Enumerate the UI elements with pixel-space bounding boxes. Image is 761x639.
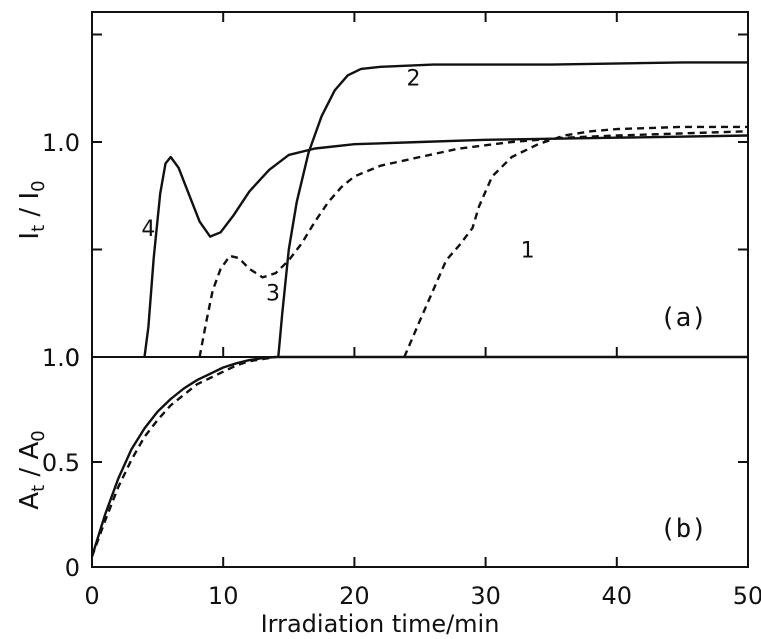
curve-label-4: 4 bbox=[141, 217, 155, 242]
panel-label-b: (b) bbox=[660, 514, 707, 544]
curve-label-3: 3 bbox=[266, 282, 280, 307]
series-line-a-1 bbox=[403, 125, 748, 358]
y-tick-label-b: 1.0 bbox=[42, 344, 80, 372]
panel-label-a: (a) bbox=[660, 303, 707, 333]
series-line-b-solid bbox=[90, 355, 748, 557]
y-tick-label-a: 0 bbox=[65, 344, 80, 372]
x-tick-label: 0 bbox=[84, 582, 99, 610]
y-tick-label-a: 1.0 bbox=[42, 129, 80, 157]
x-axis-title: Irradiation time/min bbox=[261, 610, 500, 638]
y-tick-label-b: 0.5 bbox=[42, 449, 80, 477]
series-line-a-4 bbox=[143, 134, 749, 358]
x-tick-label: 30 bbox=[470, 582, 501, 610]
y-axis-label-b: At / A0 bbox=[15, 430, 49, 509]
curve-label-1: 1 bbox=[521, 239, 535, 264]
series-line-a-2 bbox=[277, 61, 748, 358]
x-tick-label: 20 bbox=[339, 582, 370, 610]
series-line-b-dashed bbox=[90, 355, 276, 557]
x-tick-label: 50 bbox=[733, 582, 761, 610]
curve-label-2: 2 bbox=[406, 67, 420, 92]
series-line-a-3 bbox=[198, 130, 749, 358]
y-tick-label-b: 0 bbox=[65, 554, 80, 582]
x-tick-label: 40 bbox=[602, 582, 633, 610]
y-axis-label-a: It / I0 bbox=[15, 180, 49, 239]
x-tick-label: 10 bbox=[208, 582, 239, 610]
